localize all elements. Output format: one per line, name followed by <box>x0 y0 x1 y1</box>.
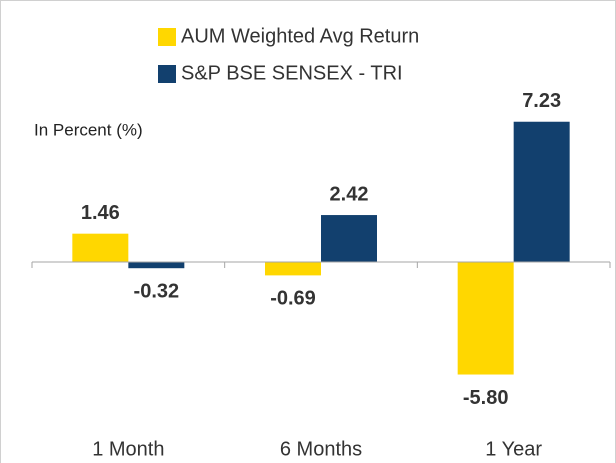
data-label: -0.32 <box>134 280 180 302</box>
bar <box>72 233 129 262</box>
legend-label: S&P BSE SENSEX - TRI <box>181 62 403 84</box>
legend-label: AUM Weighted Avg Return <box>181 25 419 47</box>
bar <box>128 262 185 269</box>
data-label: 7.23 <box>522 90 561 112</box>
bar <box>321 215 377 262</box>
bar <box>457 262 514 375</box>
legend-swatch <box>158 28 176 46</box>
x-tick-label: 6 Months <box>280 438 362 460</box>
x-tick-label: 1 Month <box>92 438 164 460</box>
bar <box>513 121 570 262</box>
data-label: 2.42 <box>330 183 369 205</box>
data-label: -0.69 <box>270 288 316 310</box>
unit-annotation: In Percent (%) <box>34 120 143 139</box>
bar <box>265 262 321 276</box>
legend-swatch <box>158 65 176 83</box>
data-label: -5.80 <box>463 387 509 409</box>
data-label: 1.46 <box>81 202 120 224</box>
x-tick-label: 1 Year <box>485 438 542 460</box>
